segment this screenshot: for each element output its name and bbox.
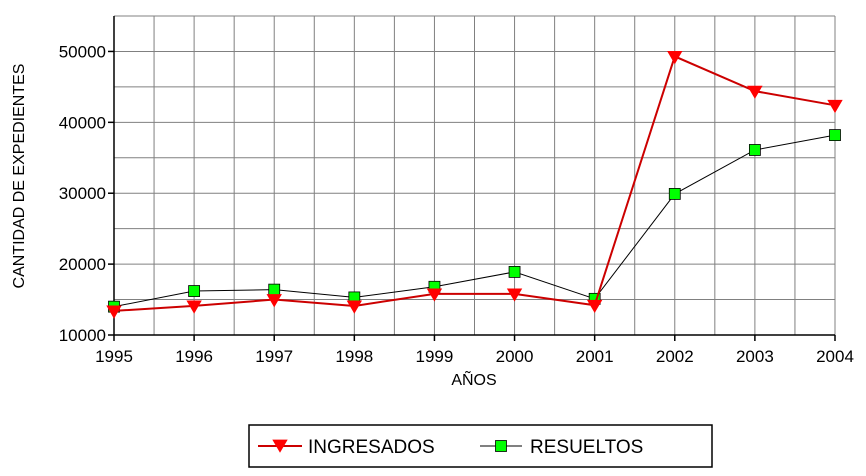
y-tick-label: 10000	[59, 326, 106, 345]
data-point	[506, 288, 523, 302]
x-tick-label: 1995	[95, 347, 133, 366]
legend: INGRESADOS RESUELTOS	[248, 424, 713, 468]
series-group	[106, 51, 843, 319]
series-ingresados	[106, 51, 843, 319]
x-tick-label: 1996	[175, 347, 213, 366]
legend-marker	[272, 439, 288, 453]
x-tick-label: 1999	[416, 347, 454, 366]
y-axis-label: CANTIDAD DE EXPEDIENTES	[11, 64, 28, 289]
x-tick-label: 2001	[576, 347, 614, 366]
data-point	[747, 85, 763, 99]
series-resueltos	[108, 129, 841, 313]
data-point	[829, 129, 841, 141]
data-point	[748, 144, 761, 156]
y-tick-label: 50000	[59, 42, 106, 61]
data-point	[426, 288, 443, 302]
grid-lines	[113, 15, 836, 336]
x-tick-label: 1997	[255, 347, 293, 366]
x-axis-label: AÑOS	[451, 369, 496, 389]
x-tick-labels: 1995 1996 1997 1998 1999 2000 2001 2002 2003 2004	[95, 335, 854, 366]
data-point	[346, 300, 363, 314]
data-point	[268, 283, 281, 296]
x-tick-label: 2002	[656, 347, 694, 366]
x-tick-label: 2004	[816, 347, 854, 366]
legend-marker	[495, 440, 507, 452]
legend-label: INGRESADOS	[308, 437, 435, 458]
data-point	[188, 285, 201, 297]
data-point	[668, 188, 681, 200]
data-point	[827, 99, 843, 114]
y-tick-label: 40000	[59, 113, 106, 132]
y-tick-labels: 10000 20000 30000 40000 50000	[59, 42, 114, 345]
data-point	[266, 294, 282, 308]
y-tick-label: 20000	[59, 255, 106, 274]
legend-label: RESUELTOS	[530, 437, 643, 458]
legend-item-resueltos: RESUELTOS	[480, 437, 643, 458]
data-point	[586, 299, 603, 314]
data-point	[186, 300, 202, 314]
data-point	[667, 51, 683, 65]
series-line	[113, 134, 836, 308]
x-tick-label: 2003	[736, 347, 774, 366]
x-tick-label: 1998	[335, 347, 373, 366]
legend-items: INGRESADOS RESUELTOS	[258, 437, 643, 458]
series-line	[113, 55, 836, 312]
y-tick-label: 30000	[59, 184, 106, 203]
legend-item-ingresados: INGRESADOS	[258, 437, 435, 458]
x-tick-label: 2000	[496, 347, 534, 366]
data-point	[508, 266, 521, 278]
data-point	[106, 305, 122, 319]
axes	[113, 16, 835, 336]
